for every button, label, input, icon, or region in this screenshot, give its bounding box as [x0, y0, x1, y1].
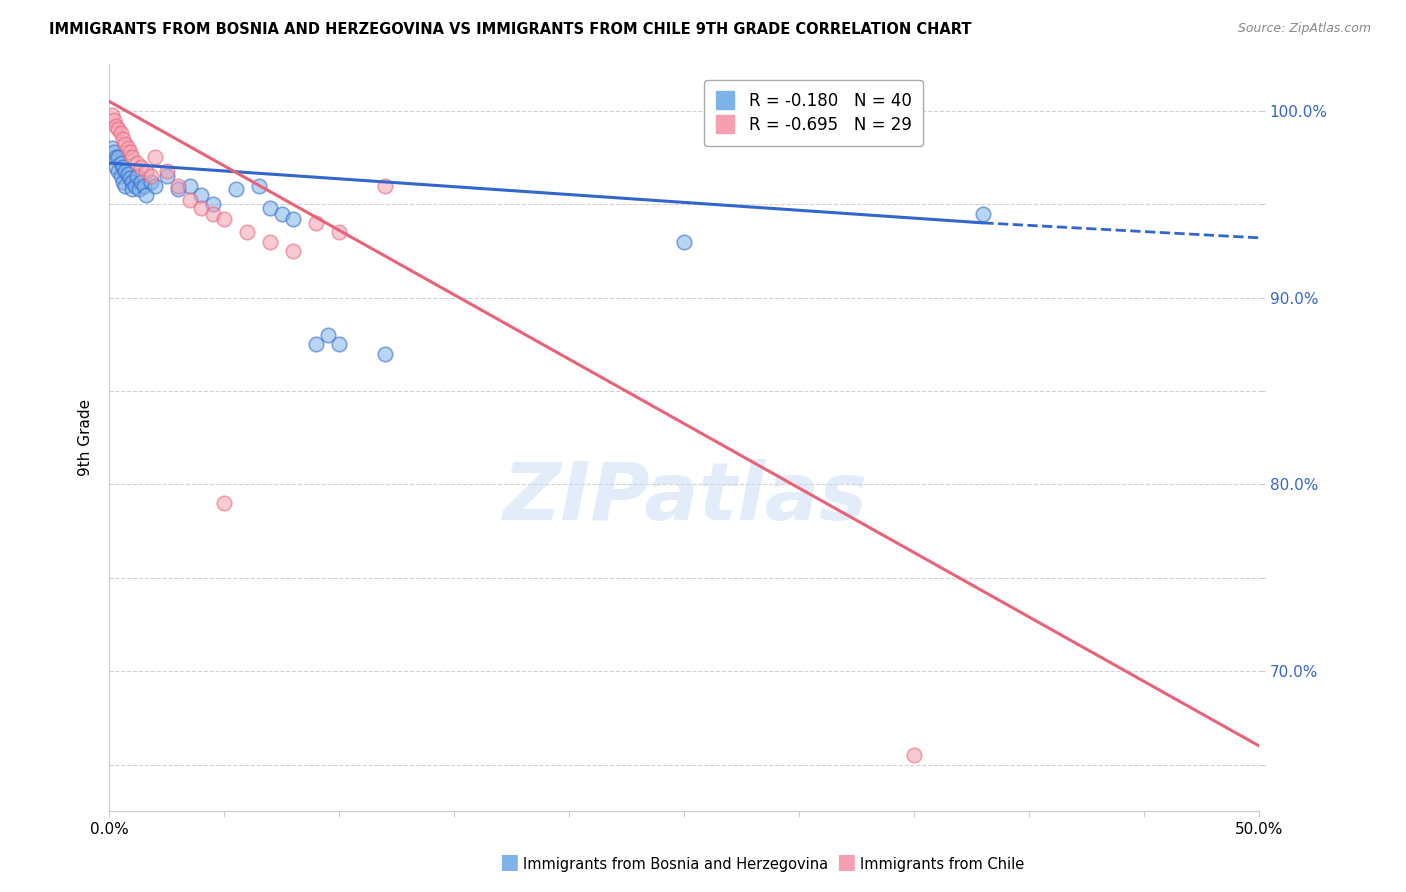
Point: [131, 175, 153, 189]
Point: [139, 175, 162, 189]
Point: [105, 119, 128, 133]
Point: [117, 167, 139, 181]
Point: [135, 187, 157, 202]
Point: [190, 187, 212, 202]
Point: [903, 748, 925, 763]
Point: [212, 496, 235, 510]
Point: [121, 151, 143, 165]
Point: [305, 337, 328, 351]
Point: [107, 163, 129, 178]
Point: [156, 163, 179, 178]
Point: [236, 225, 259, 239]
Text: ZIPatlas: ZIPatlas: [502, 458, 866, 537]
Point: [110, 169, 132, 183]
Point: [283, 244, 305, 258]
Point: [167, 182, 190, 196]
Point: [107, 151, 129, 165]
Point: [179, 194, 201, 208]
Point: [131, 160, 153, 174]
Point: [139, 169, 162, 183]
Legend: R = -0.180   N = 40, R = -0.695   N = 29: R = -0.180 N = 40, R = -0.695 N = 29: [703, 80, 924, 146]
Text: Source: ZipAtlas.com: Source: ZipAtlas.com: [1237, 22, 1371, 36]
Point: [121, 175, 143, 189]
Point: [103, 113, 125, 128]
Point: [107, 122, 129, 136]
Point: [114, 137, 136, 152]
Point: [110, 126, 132, 140]
Point: [225, 182, 247, 196]
Point: [179, 178, 201, 193]
Point: [270, 206, 292, 220]
Point: [124, 178, 146, 193]
Point: [247, 178, 270, 193]
Point: [259, 201, 281, 215]
Point: [125, 169, 148, 183]
Point: [374, 178, 396, 193]
Point: [132, 178, 155, 193]
Point: [105, 160, 128, 174]
Point: [328, 337, 350, 351]
Point: [156, 169, 179, 183]
Text: ■: ■: [837, 853, 856, 872]
Point: [972, 206, 994, 220]
Point: [212, 212, 235, 227]
Point: [112, 132, 135, 146]
Point: [114, 178, 136, 193]
Text: Immigrants from Bosnia and Herzegovina: Immigrants from Bosnia and Herzegovina: [523, 857, 828, 872]
Point: [374, 346, 396, 360]
Point: [190, 201, 212, 215]
Point: [167, 178, 190, 193]
Point: [328, 225, 350, 239]
Point: [117, 141, 139, 155]
Point: [118, 171, 141, 186]
Text: ■: ■: [499, 853, 519, 872]
Point: [673, 235, 696, 249]
Point: [135, 163, 157, 178]
Point: [143, 151, 166, 165]
Point: [103, 145, 125, 159]
Point: [105, 151, 128, 165]
Point: [112, 160, 135, 174]
Point: [201, 197, 224, 211]
Point: [201, 206, 224, 220]
Point: [128, 182, 150, 196]
Text: Immigrants from Chile: Immigrants from Chile: [860, 857, 1025, 872]
Point: [100, 141, 122, 155]
Point: [305, 216, 328, 230]
Point: [112, 175, 135, 189]
Point: [100, 107, 122, 121]
Point: [114, 163, 136, 178]
Point: [125, 156, 148, 170]
Y-axis label: 9th Grade: 9th Grade: [79, 400, 93, 476]
Point: [316, 328, 339, 343]
Point: [121, 182, 143, 196]
Point: [283, 212, 305, 227]
Point: [143, 178, 166, 193]
Point: [110, 156, 132, 170]
Text: IMMIGRANTS FROM BOSNIA AND HERZEGOVINA VS IMMIGRANTS FROM CHILE 9TH GRADE CORREL: IMMIGRANTS FROM BOSNIA AND HERZEGOVINA V…: [49, 22, 972, 37]
Point: [259, 235, 281, 249]
Point: [118, 145, 141, 159]
